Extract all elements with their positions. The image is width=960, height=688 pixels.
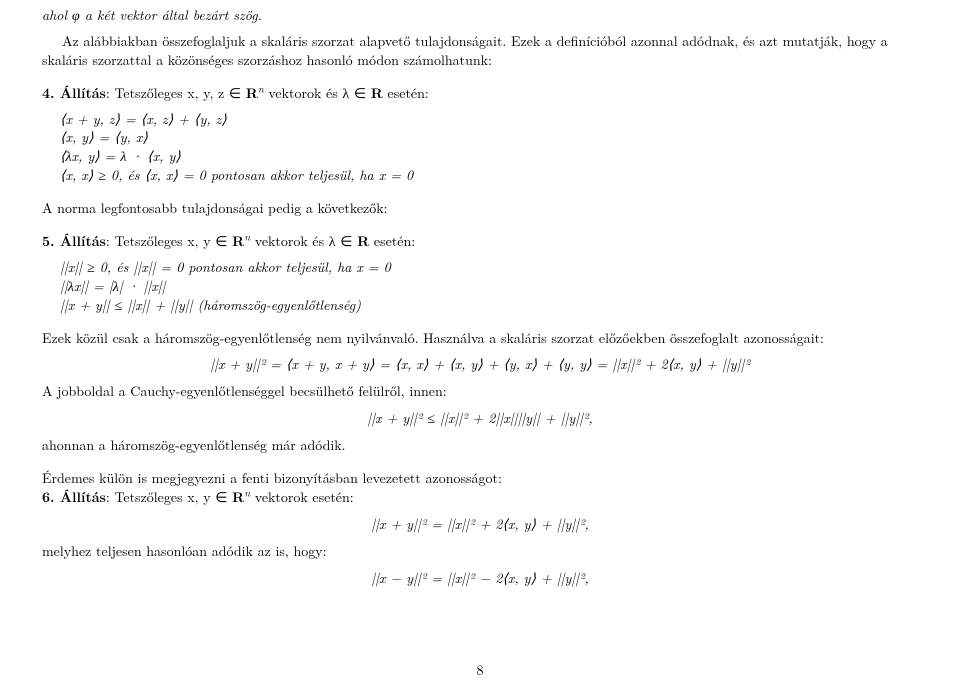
page-number: 8 [0, 661, 960, 680]
page-container: ahol φ a két vektor által bezárt szög. A… [0, 0, 960, 688]
formula-line: ||λx|| = |λ| · ||x|| [60, 277, 918, 296]
statement-label: 5. Állítás [42, 231, 106, 251]
set-rn: R [246, 83, 258, 103]
text: ||x + y|| ≤ ||x|| + ||y|| [60, 295, 198, 315]
text: : Tetszőleges x, y ∈ [106, 487, 232, 507]
statement-6-head: 6. Állítás: Tetszőleges x, y ∈ Rn vektor… [42, 488, 918, 507]
statement-label: 6. Állítás [42, 487, 106, 507]
text: : Tetszőleges x, y ∈ [106, 231, 232, 251]
text: esetén: [369, 231, 415, 251]
statement-label: 4. Állítás [42, 83, 106, 103]
set-r: R [371, 83, 383, 103]
display-equation: ||x − y||² = ||x||² − 2⟨x, y⟩ + ||y||², [42, 569, 918, 588]
display-equation: ||x + y||² = ⟨x + y, x + y⟩ = ⟨x, x⟩ + ⟨… [42, 355, 918, 374]
display-equation: ||x + y||² ≤ ||x||² + 2||x||||y|| + ||y|… [42, 409, 918, 428]
paragraph-triangle: Ezek közül csak a háromszög-egyenlőtlens… [42, 329, 918, 348]
formula-line: ⟨λx, y⟩ = λ · ⟨x, y⟩ [60, 147, 918, 166]
set-rn: R [232, 231, 244, 251]
text: vektorok és λ ∈ [250, 231, 357, 251]
text: vektorok esetén: [250, 487, 354, 507]
statement-5-body: ||x|| ≥ 0, és ||x|| = 0 pontosan akkor t… [60, 258, 918, 315]
formula-line: ||x + y|| ≤ ||x|| + ||y|| (háromszög-egy… [60, 296, 918, 315]
paragraph-identity: Érdemes külön is megjegyezni a fenti biz… [42, 469, 918, 488]
text: ||x|| ≥ 0, és ||x|| = 0 pontosan akkor t… [60, 257, 391, 277]
statement-4-head: 4. Állítás: Tetszőleges x, y, z ∈ Rn vek… [42, 84, 918, 103]
set-r: R [357, 231, 369, 251]
text: : Tetszőleges x, y, z ∈ [106, 83, 246, 103]
set-rn: R [232, 487, 244, 507]
paragraph-norma: A norma legfontosabb tulajdonságai pedig… [42, 199, 918, 218]
formula-line: ⟨x, x⟩ ≥ 0, és ⟨x, x⟩ = 0 pontosan akkor… [60, 166, 918, 185]
paragraph-intro: Az alábbiakban összefoglaljuk a skaláris… [42, 32, 918, 70]
paragraph-cauchy: A jobboldal a Cauchy-egyenlőtlenséggel b… [42, 382, 918, 401]
text: ⟨x, x⟩ ≥ 0, és ⟨x, x⟩ = 0 pontosan akkor… [60, 165, 413, 185]
formula-line: ⟨x, y⟩ = ⟨y, x⟩ [60, 128, 918, 147]
text: esetén: [383, 83, 429, 103]
statement-5-head: 5. Állítás: Tetszőleges x, y ∈ Rn vektor… [42, 232, 918, 251]
formula-line: ⟨x + y, z⟩ = ⟨x, z⟩ + ⟨y, z⟩ [60, 110, 918, 129]
paragraph-phi: ahol φ a két vektor által bezárt szög. [42, 6, 918, 25]
text: ahol φ a két vektor által bezárt szög. [42, 5, 262, 25]
paragraph-similar: melyhez teljesen hasonlóan adódik az is,… [42, 542, 918, 561]
display-equation: ||x + y||² = ||x||² + 2⟨x, y⟩ + ||y||², [42, 515, 918, 534]
triangle-ineq-label: (háromszög-egyenlőtlenség) [198, 295, 361, 315]
paragraph-conclude: ahonnan a háromszög-egyenlőtlenség már a… [42, 436, 918, 455]
statement-4-body: ⟨x + y, z⟩ = ⟨x, z⟩ + ⟨y, z⟩ ⟨x, y⟩ = ⟨y… [60, 110, 918, 186]
text: vektorok és λ ∈ [264, 83, 371, 103]
formula-line: ||x|| ≥ 0, és ||x|| = 0 pontosan akkor t… [60, 258, 918, 277]
